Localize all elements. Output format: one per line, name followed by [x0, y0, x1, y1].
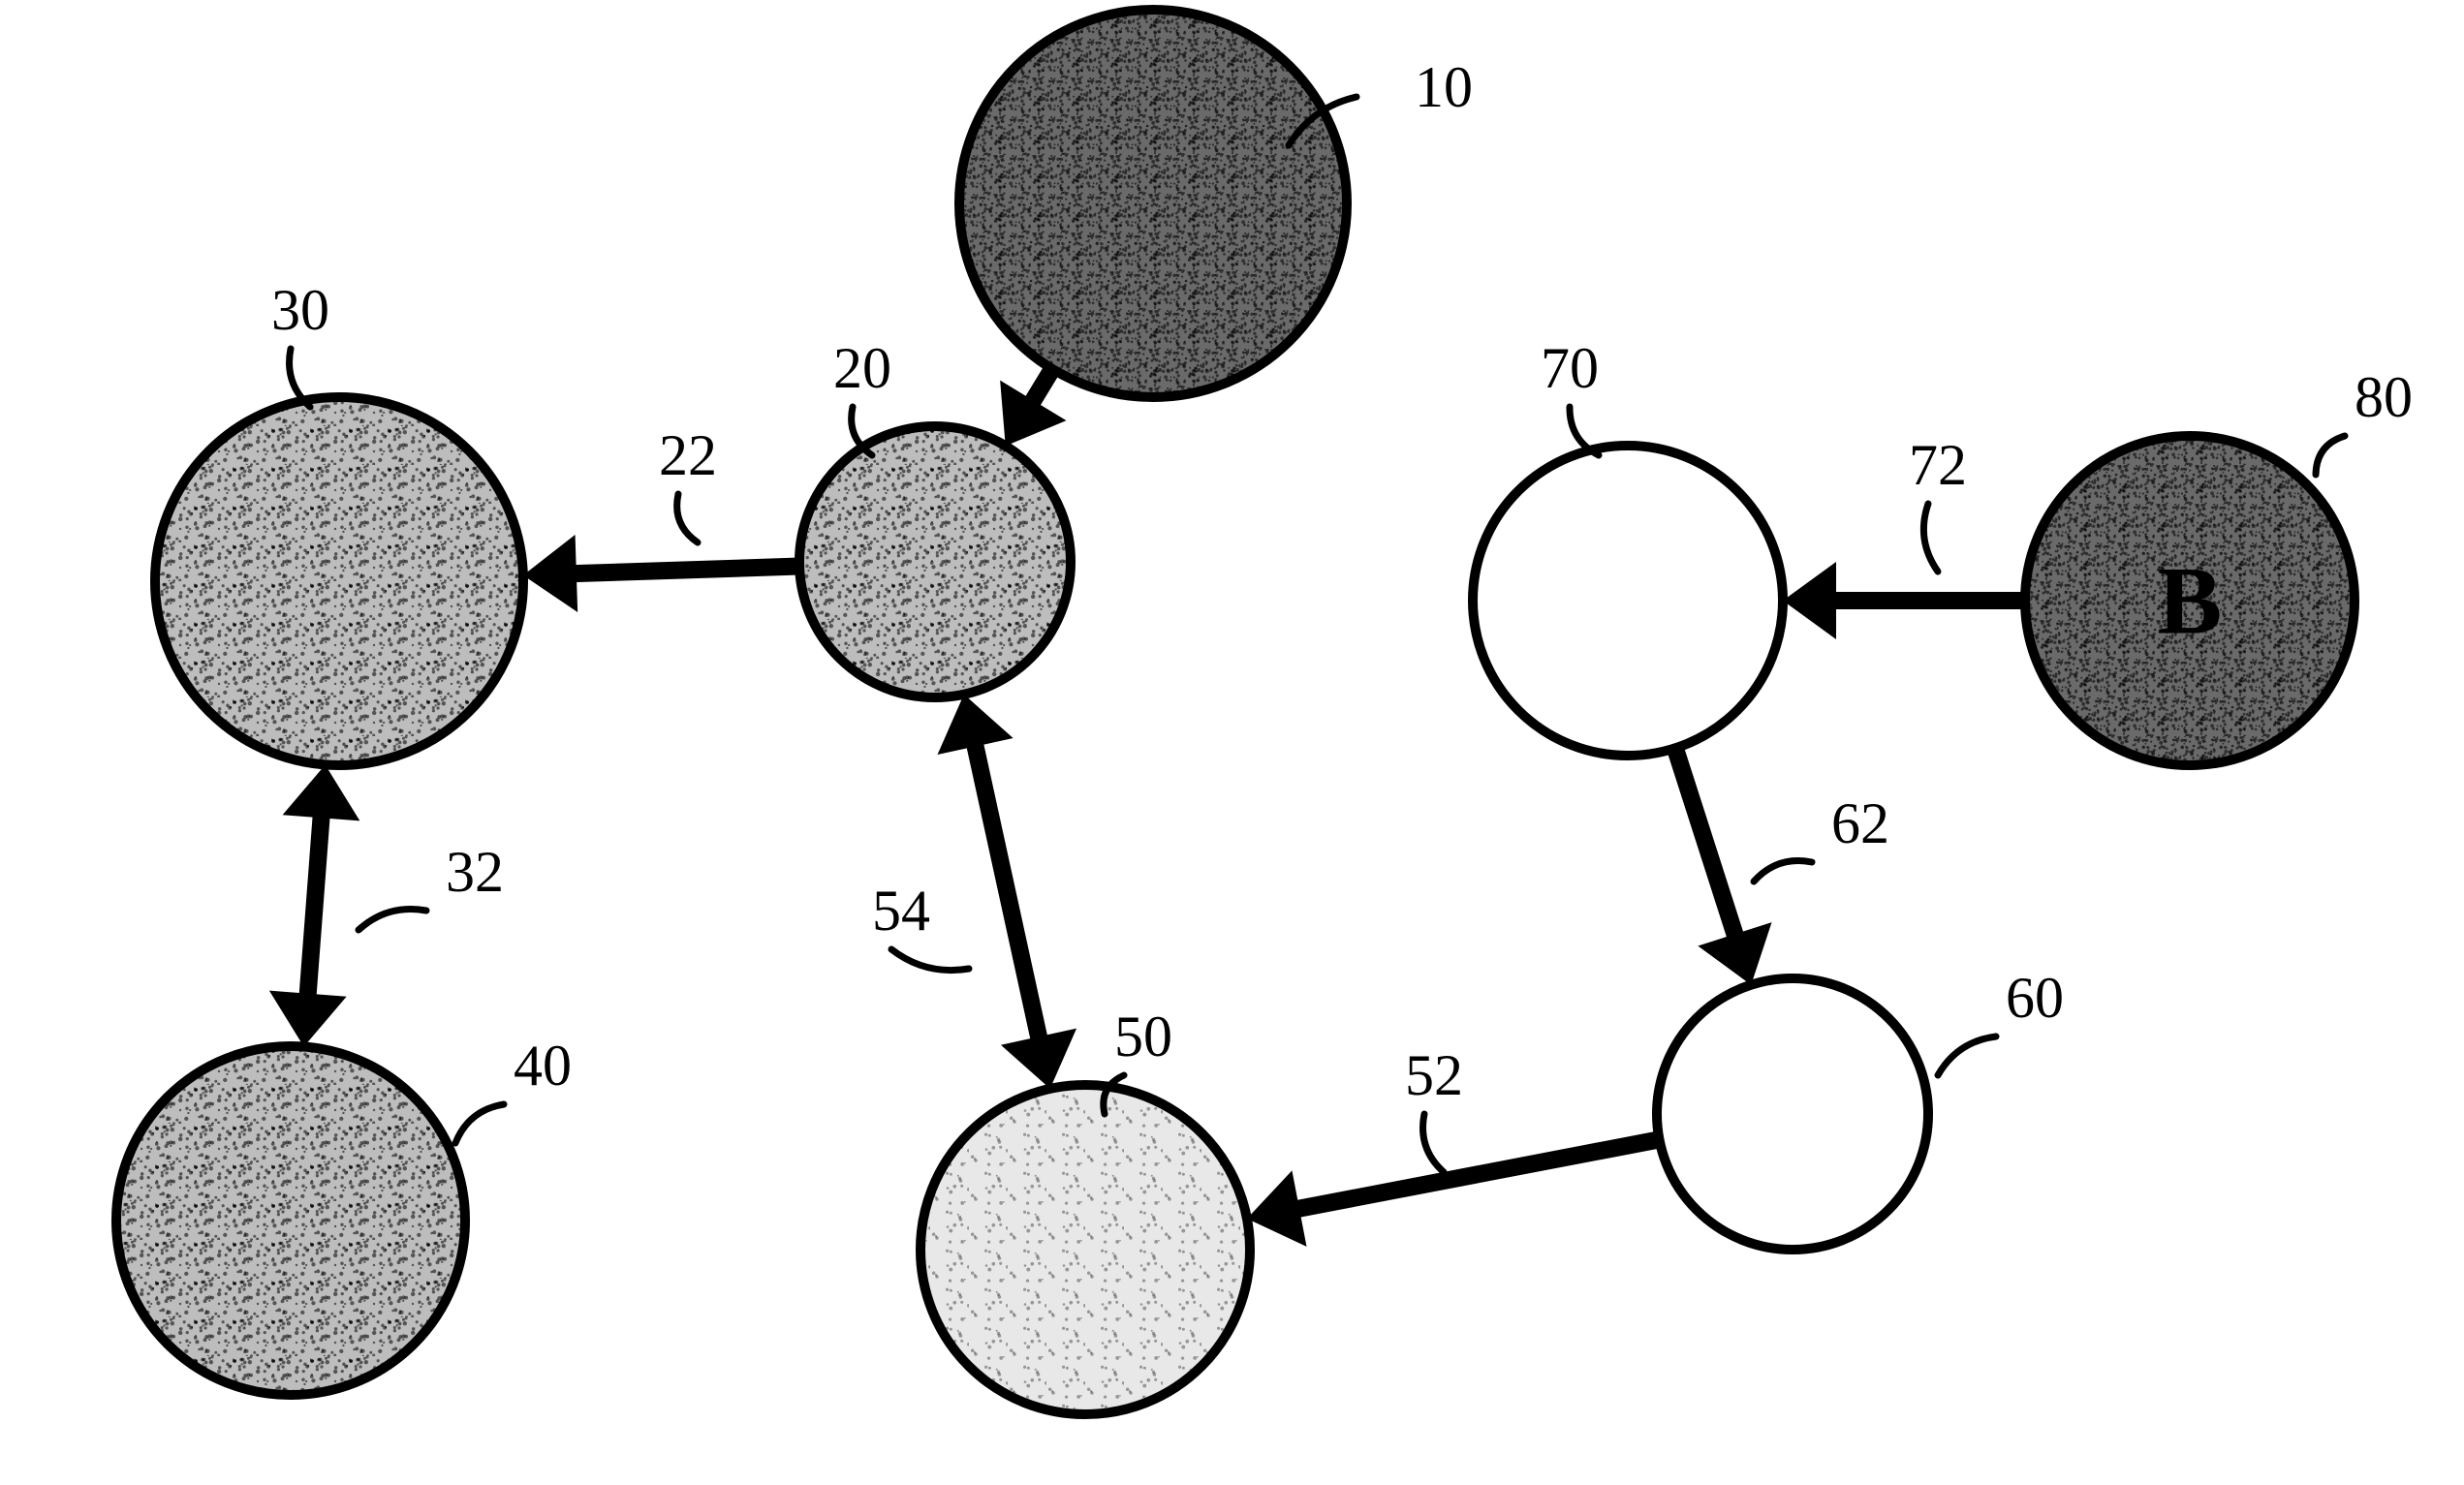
- node-ref-10: 10: [1415, 55, 1473, 119]
- ref-label-80: 80: [2316, 365, 2413, 475]
- ref-label-62: 62: [1754, 791, 1889, 882]
- edge-72: [1783, 562, 2025, 639]
- ref-label-30: 30: [271, 278, 329, 407]
- edge-32: [269, 764, 360, 1046]
- edge-22: [523, 535, 799, 612]
- edge-62: [1675, 748, 1772, 984]
- node-30: [155, 397, 523, 765]
- ref-label-40: 40: [455, 1034, 572, 1143]
- ref-label-32: 32: [359, 840, 504, 930]
- node-50: [920, 1085, 1250, 1414]
- edge-ref-54: 54: [872, 879, 930, 943]
- edge-ref-32: 32: [446, 840, 504, 904]
- diagram-canvas: B 10 20 30 40 50 60 70 80 22 32 54 52 62 72: [0, 0, 2464, 1485]
- edge-ref-22: 22: [659, 423, 717, 487]
- ref-label-72: 72: [1909, 433, 1967, 572]
- edge-ref-72: 72: [1909, 433, 1967, 497]
- edge-e10_20: [1000, 369, 1066, 446]
- ref-label-22: 22: [659, 423, 717, 542]
- node-20: [799, 426, 1071, 697]
- node-label-80: B: [2158, 547, 2223, 655]
- edge-ref-52: 52: [1405, 1043, 1463, 1107]
- node-ref-80: 80: [2355, 365, 2413, 429]
- node-60: [1657, 978, 1928, 1250]
- node-ref-50: 50: [1114, 1005, 1172, 1068]
- node-ref-60: 60: [2006, 966, 2064, 1030]
- ref-label-60: 60: [1938, 966, 2064, 1075]
- node-ref-20: 20: [833, 336, 891, 400]
- edge-54: [938, 695, 1077, 1089]
- node-80: B: [2025, 436, 2355, 765]
- edge-52: [1247, 1139, 1660, 1247]
- nodes-layer: B: [116, 10, 2355, 1414]
- ref-label-70: 70: [1541, 336, 1599, 455]
- node-ref-70: 70: [1541, 336, 1599, 400]
- ref-label-52: 52: [1405, 1043, 1463, 1172]
- node-ref-40: 40: [514, 1034, 572, 1098]
- node-70: [1473, 446, 1783, 756]
- edge-ref-62: 62: [1831, 791, 1889, 855]
- ref-label-54: 54: [872, 879, 969, 971]
- node-40: [116, 1046, 465, 1395]
- node-10: [959, 10, 1347, 397]
- node-ref-30: 30: [271, 278, 329, 342]
